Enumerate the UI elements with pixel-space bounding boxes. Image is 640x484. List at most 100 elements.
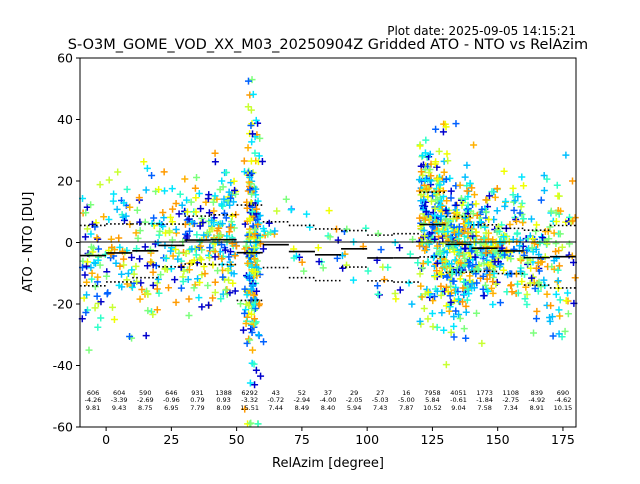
bin-count-label: 606 <box>87 389 99 397</box>
scatter-point <box>504 271 512 279</box>
scatter-point <box>416 187 424 195</box>
scatter-point <box>196 222 204 230</box>
bin-mean-label: -4.00 <box>320 396 337 404</box>
scatter-point <box>495 227 503 235</box>
scatter-point <box>447 194 455 202</box>
scatter-point <box>491 193 499 201</box>
scatter-point <box>518 173 526 181</box>
scatter-point <box>508 288 516 296</box>
scatter-point <box>165 227 173 235</box>
scatter-point <box>112 259 120 267</box>
scatter-point <box>463 285 471 293</box>
scatter-point <box>510 206 518 214</box>
scatter-point <box>518 199 526 207</box>
scatter-point <box>500 266 508 274</box>
scatter-point <box>396 244 404 252</box>
scatter-point <box>135 194 143 202</box>
bin-std-label: 9.43 <box>112 404 126 412</box>
scatter-point <box>247 121 255 129</box>
scatter-point <box>426 150 434 158</box>
scatter-point <box>514 193 522 201</box>
scatter-point <box>226 262 234 270</box>
bin-count-label: 646 <box>165 389 177 397</box>
bin-std-label: 9.81 <box>86 404 100 412</box>
scatter-point <box>472 200 480 208</box>
scatter-point <box>478 205 486 213</box>
scatter-point <box>248 138 256 146</box>
scatter-point <box>83 291 91 299</box>
bin-count-label: 52 <box>298 389 306 397</box>
scatter-point <box>134 234 142 242</box>
scatter-point <box>226 248 234 256</box>
scatter-point <box>526 279 534 287</box>
scatter-point <box>334 236 342 244</box>
scatter-point <box>177 284 185 292</box>
scatter-point <box>205 209 213 217</box>
scatter-point <box>180 267 188 275</box>
scatter-point <box>183 208 191 216</box>
scatter-point <box>132 262 140 270</box>
scatter-point <box>433 259 441 267</box>
scatter-point <box>192 208 200 216</box>
scatter-point <box>505 237 513 245</box>
scatter-point <box>503 246 511 254</box>
bin-std-label: 7.87 <box>399 404 413 412</box>
scatter-point <box>223 232 231 240</box>
scatter-point <box>431 273 439 281</box>
scatter-point <box>450 229 458 237</box>
scatter-point <box>222 169 230 177</box>
scatter-point <box>493 184 501 192</box>
scatter-point <box>561 327 569 335</box>
scatter-point <box>539 234 547 242</box>
scatter-point <box>530 329 538 337</box>
bin-std-label: 9.04 <box>451 404 465 412</box>
scatter-point <box>449 215 457 223</box>
scatter-point <box>143 164 151 172</box>
scatter-point <box>178 201 186 209</box>
scatter-point <box>529 273 537 281</box>
scatter-point <box>501 251 509 259</box>
scatter-point <box>482 229 490 237</box>
scatter-point <box>482 243 490 251</box>
bin-std-label: 7.58 <box>477 404 491 412</box>
scatter-point <box>384 263 392 271</box>
scatter-point <box>273 207 281 215</box>
scatter-point <box>441 256 449 264</box>
scatter-point <box>247 209 255 217</box>
scatter-point <box>227 223 235 231</box>
x-axis-ticks: 0 25 50 75 100 125 150 175 <box>102 427 575 447</box>
scatter-point <box>431 292 439 300</box>
scatter-point <box>470 284 478 292</box>
scatter-point <box>543 175 551 183</box>
scatter-point <box>133 206 141 214</box>
scatter-point <box>171 276 179 284</box>
scatter-point <box>374 229 382 237</box>
scatter-point <box>552 247 560 255</box>
scatter-point <box>440 168 448 176</box>
scatter-point <box>231 190 239 198</box>
scatter-point <box>564 310 572 318</box>
scatter-point <box>416 242 424 250</box>
scatter-point <box>183 232 191 240</box>
scatter-point <box>364 267 372 275</box>
scatter-point <box>533 307 541 315</box>
scatter-point <box>256 134 264 142</box>
scatter-point <box>244 144 252 152</box>
scatter-point <box>391 239 399 247</box>
scatter-point <box>137 279 145 287</box>
scatter-point <box>532 227 540 235</box>
scatter-point <box>455 295 463 303</box>
scatter-point <box>142 332 150 340</box>
scatter-point <box>421 247 429 255</box>
scatter-point <box>391 290 399 298</box>
bin-mean-label: 0.79 <box>190 396 204 404</box>
scatter-point <box>549 332 557 340</box>
bin-std-label: 7.79 <box>190 404 204 412</box>
scatter-point <box>155 289 163 297</box>
scatter-point <box>176 190 184 198</box>
scatter-point <box>419 260 427 268</box>
scatter-point <box>476 239 484 247</box>
scatter-point <box>202 198 210 206</box>
bin-count-label: 29 <box>350 389 358 397</box>
